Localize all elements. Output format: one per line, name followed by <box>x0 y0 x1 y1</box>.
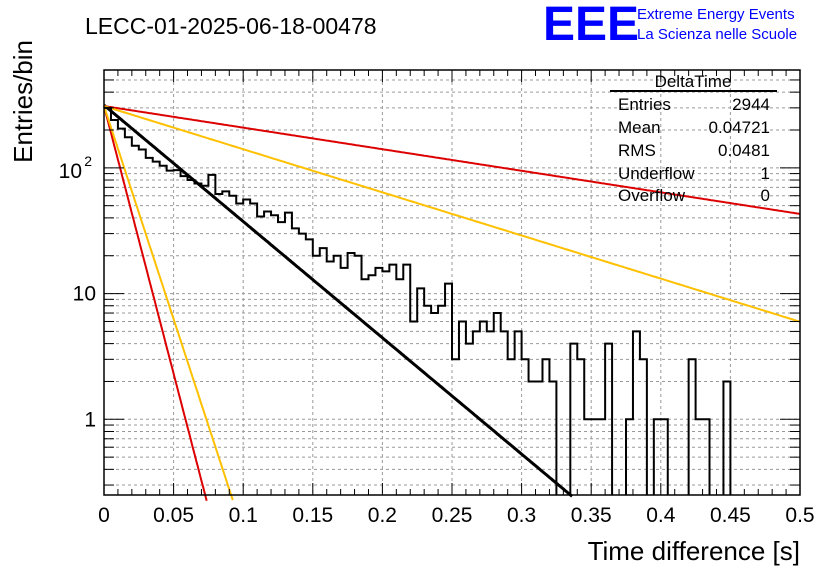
stats-label: Underflow <box>618 164 695 183</box>
logo-mark: EEE <box>543 0 639 51</box>
y-tick-exponent: 2 <box>84 153 92 169</box>
fit-curve <box>103 105 801 215</box>
stats-label: Overflow <box>618 186 686 205</box>
histogram-series <box>104 106 732 495</box>
x-tick-label: 0.3 <box>507 504 536 527</box>
x-tick-label: 0.25 <box>432 504 473 527</box>
logo-line-1: Extreme Energy Events <box>637 6 795 23</box>
x-tick-label: 0.2 <box>368 504 397 527</box>
fit-curves <box>103 104 801 501</box>
fit-curve <box>103 105 234 501</box>
stats-label: Mean <box>618 118 661 137</box>
stats-box: DeltaTime Entries 2944 Mean 0.04721 RMS … <box>610 72 777 205</box>
x-tick-label: 0.4 <box>646 504 676 527</box>
stats-value: 2944 <box>732 95 770 114</box>
fit-curve <box>103 105 208 501</box>
stats-value: 0 <box>761 186 770 205</box>
logo-line-2: La Scienza nelle Scuole <box>637 26 797 43</box>
y-tick-label: 10 <box>73 283 96 306</box>
fit-curve <box>103 105 801 323</box>
x-tick-label: 0.45 <box>710 504 751 527</box>
stats-value: 0.0481 <box>718 141 770 160</box>
y-tick-label: 10 <box>59 160 82 183</box>
stats-value: 1 <box>761 164 770 183</box>
stats-value: 0.04721 <box>709 118 770 137</box>
x-tick-label: 0.35 <box>571 504 612 527</box>
x-tick-label: 0.1 <box>229 504 258 527</box>
chart-title: LECC-01-2025-06-18-00478 <box>85 13 377 39</box>
y-tick-label: 1 <box>84 408 96 431</box>
stats-title: DeltaTime <box>655 72 732 91</box>
x-tick-label: 0.15 <box>292 504 333 527</box>
x-tick-label: 0.05 <box>153 504 194 527</box>
x-tick-label: 0 <box>98 504 110 527</box>
histogram-line <box>104 106 732 495</box>
stats-label: RMS <box>618 141 656 160</box>
eee-logo: EEE Extreme Energy Events La Scienza nel… <box>543 0 797 51</box>
x-axis-label: Time difference [s] <box>588 536 800 566</box>
y-axis-label: Entries/bin <box>8 40 38 163</box>
x-axis-ticks: 0 0.05 0.1 0.15 0.2 0.25 0.3 0.35 0.4 0.45 0.5 <box>98 70 815 527</box>
fit-curve <box>103 104 574 498</box>
stats-label: Entries <box>618 95 671 114</box>
x-tick-label: 0.5 <box>785 504 814 527</box>
